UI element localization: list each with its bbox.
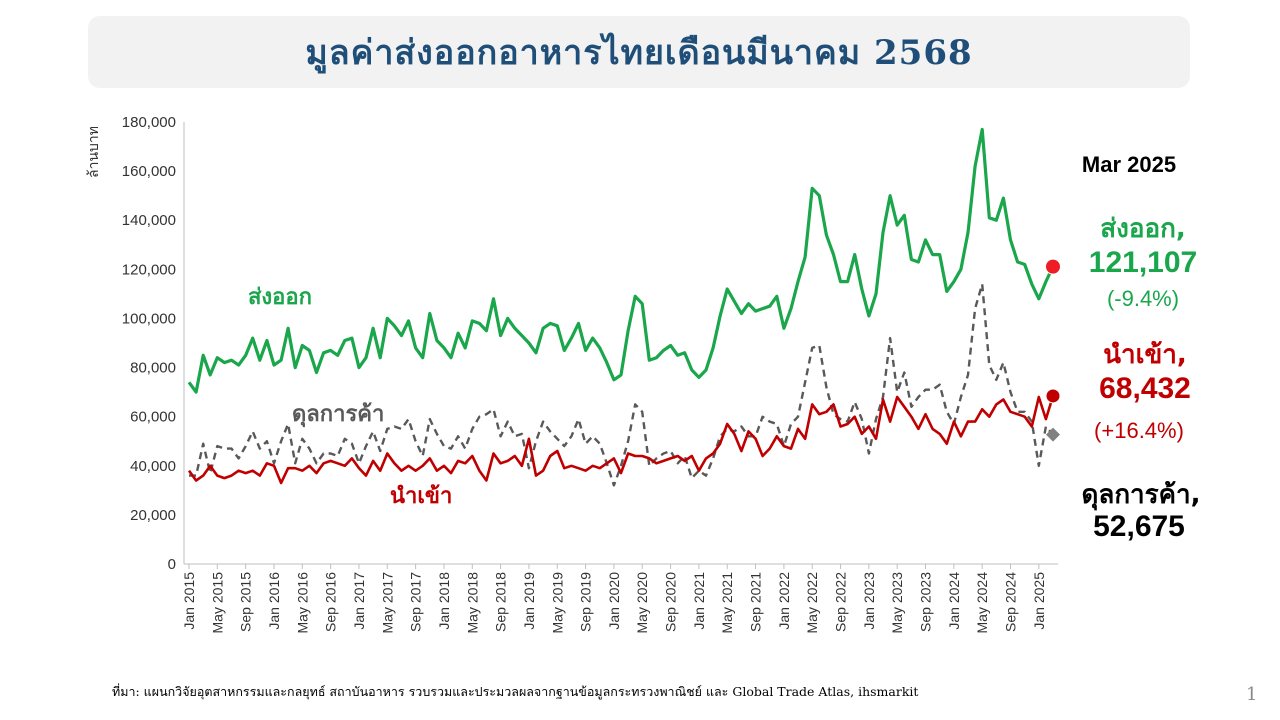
page-title: มูลค่าส่งออกอาหารไทยเดือนมีนาคม 2568	[305, 33, 973, 73]
annotation-import-label: นำเข้า,	[1103, 340, 1187, 370]
annotation-export-label: ส่งออก,	[1100, 214, 1186, 244]
x-tick-label: Jan 2021	[691, 572, 707, 630]
x-tick-label: Jan 2020	[606, 572, 622, 630]
page-number: 1	[1246, 684, 1258, 705]
x-tick-label: Sep 2018	[493, 572, 509, 632]
chart-axes: 0 20,000 40,000 60,000 80,000 100,000 120,000 1…	[122, 114, 1058, 633]
y-tick-label: 80,000	[130, 360, 176, 377]
x-tick-label: May 2022	[804, 572, 820, 634]
annotation-period: Mar 2025	[1081, 152, 1177, 177]
y-tick-label: 120,000	[122, 261, 176, 278]
x-tick-label: Jan 2024	[946, 572, 962, 630]
export-end-marker	[1045, 258, 1061, 275]
x-tick-label: Jan 2018	[436, 572, 452, 630]
x-tick-label: Jan 2025	[1031, 572, 1047, 630]
x-tick-label: Sep 2023	[918, 572, 934, 632]
y-tick-label: 160,000	[122, 163, 176, 180]
x-tick-label: Sep 2022	[833, 572, 849, 632]
y-tick-label: 40,000	[130, 458, 176, 475]
annotation-export-change: (-9.4%)	[1106, 286, 1180, 311]
annotation-import-change: (+16.4%)	[1094, 418, 1184, 443]
x-tick-label: May 2018	[464, 572, 480, 634]
annotation-import-value: 68,432	[1099, 372, 1191, 405]
x-tick-label: Jan 2017	[351, 572, 367, 630]
export-series-line	[187, 127, 1055, 394]
x-tick-label: Jan 2019	[521, 572, 537, 630]
x-tick-label: May 2023	[889, 572, 905, 634]
x-tick-label: May 2024	[974, 572, 990, 634]
y-tick-label: 20,000	[130, 507, 176, 524]
x-tick-label: May 2021	[719, 572, 735, 634]
balance-end-marker	[1046, 427, 1060, 442]
y-tick-label: 60,000	[130, 409, 176, 426]
x-tick-label: Jan 2023	[861, 572, 877, 630]
x-tick-label: May 2020	[634, 572, 650, 634]
x-tick-label: Jan 2015	[181, 572, 197, 630]
balance-series-line	[189, 282, 1054, 487]
export-series-label: ส่งออก	[248, 285, 312, 310]
x-tick-label: Sep 2024	[1003, 572, 1019, 632]
y-tick-label: 140,000	[122, 212, 176, 229]
x-tick-label: May 2016	[294, 572, 310, 634]
x-tick-label: Jan 2016	[266, 572, 282, 630]
y-axis-label: ล้านบาท	[86, 126, 102, 178]
balance-series-label: ดุลการค้า	[292, 402, 384, 428]
x-tick-label: Sep 2015	[238, 572, 254, 632]
x-tick-label: May 2017	[379, 572, 395, 634]
y-tick-label: 100,000	[122, 310, 176, 327]
x-tick-label: Sep 2019	[578, 572, 594, 632]
x-tick-label: Jan 2022	[776, 572, 792, 630]
x-tick-label: May 2019	[549, 572, 565, 634]
title-banner: มูลค่าส่งออกอาหารไทยเดือนมีนาคม 2568	[88, 16, 1190, 88]
x-tick-label: Sep 2016	[323, 572, 339, 632]
import-end-marker	[1045, 388, 1061, 404]
x-tick-label: Sep 2020	[663, 572, 679, 632]
chart-series	[187, 127, 1061, 487]
y-tick-label: 180,000	[122, 114, 176, 131]
annotation-export-value: 121,107	[1088, 246, 1198, 279]
import-series-line	[187, 395, 1055, 485]
x-tick-label: Sep 2021	[748, 572, 764, 632]
annotation-balance-label: ดุลการค้า,	[1081, 480, 1201, 510]
import-series-label: นำเข้า	[390, 484, 452, 509]
source-note: ที่มา: แผนกวิจัยอุตสาหกรรมและกลยุทธ์ สถา…	[112, 684, 919, 699]
y-tick-label: 0	[168, 556, 176, 573]
x-tick-label: May 2015	[209, 572, 225, 634]
x-tick-label: Sep 2017	[408, 572, 424, 632]
annotation-balance-value: 52,675	[1093, 510, 1185, 543]
